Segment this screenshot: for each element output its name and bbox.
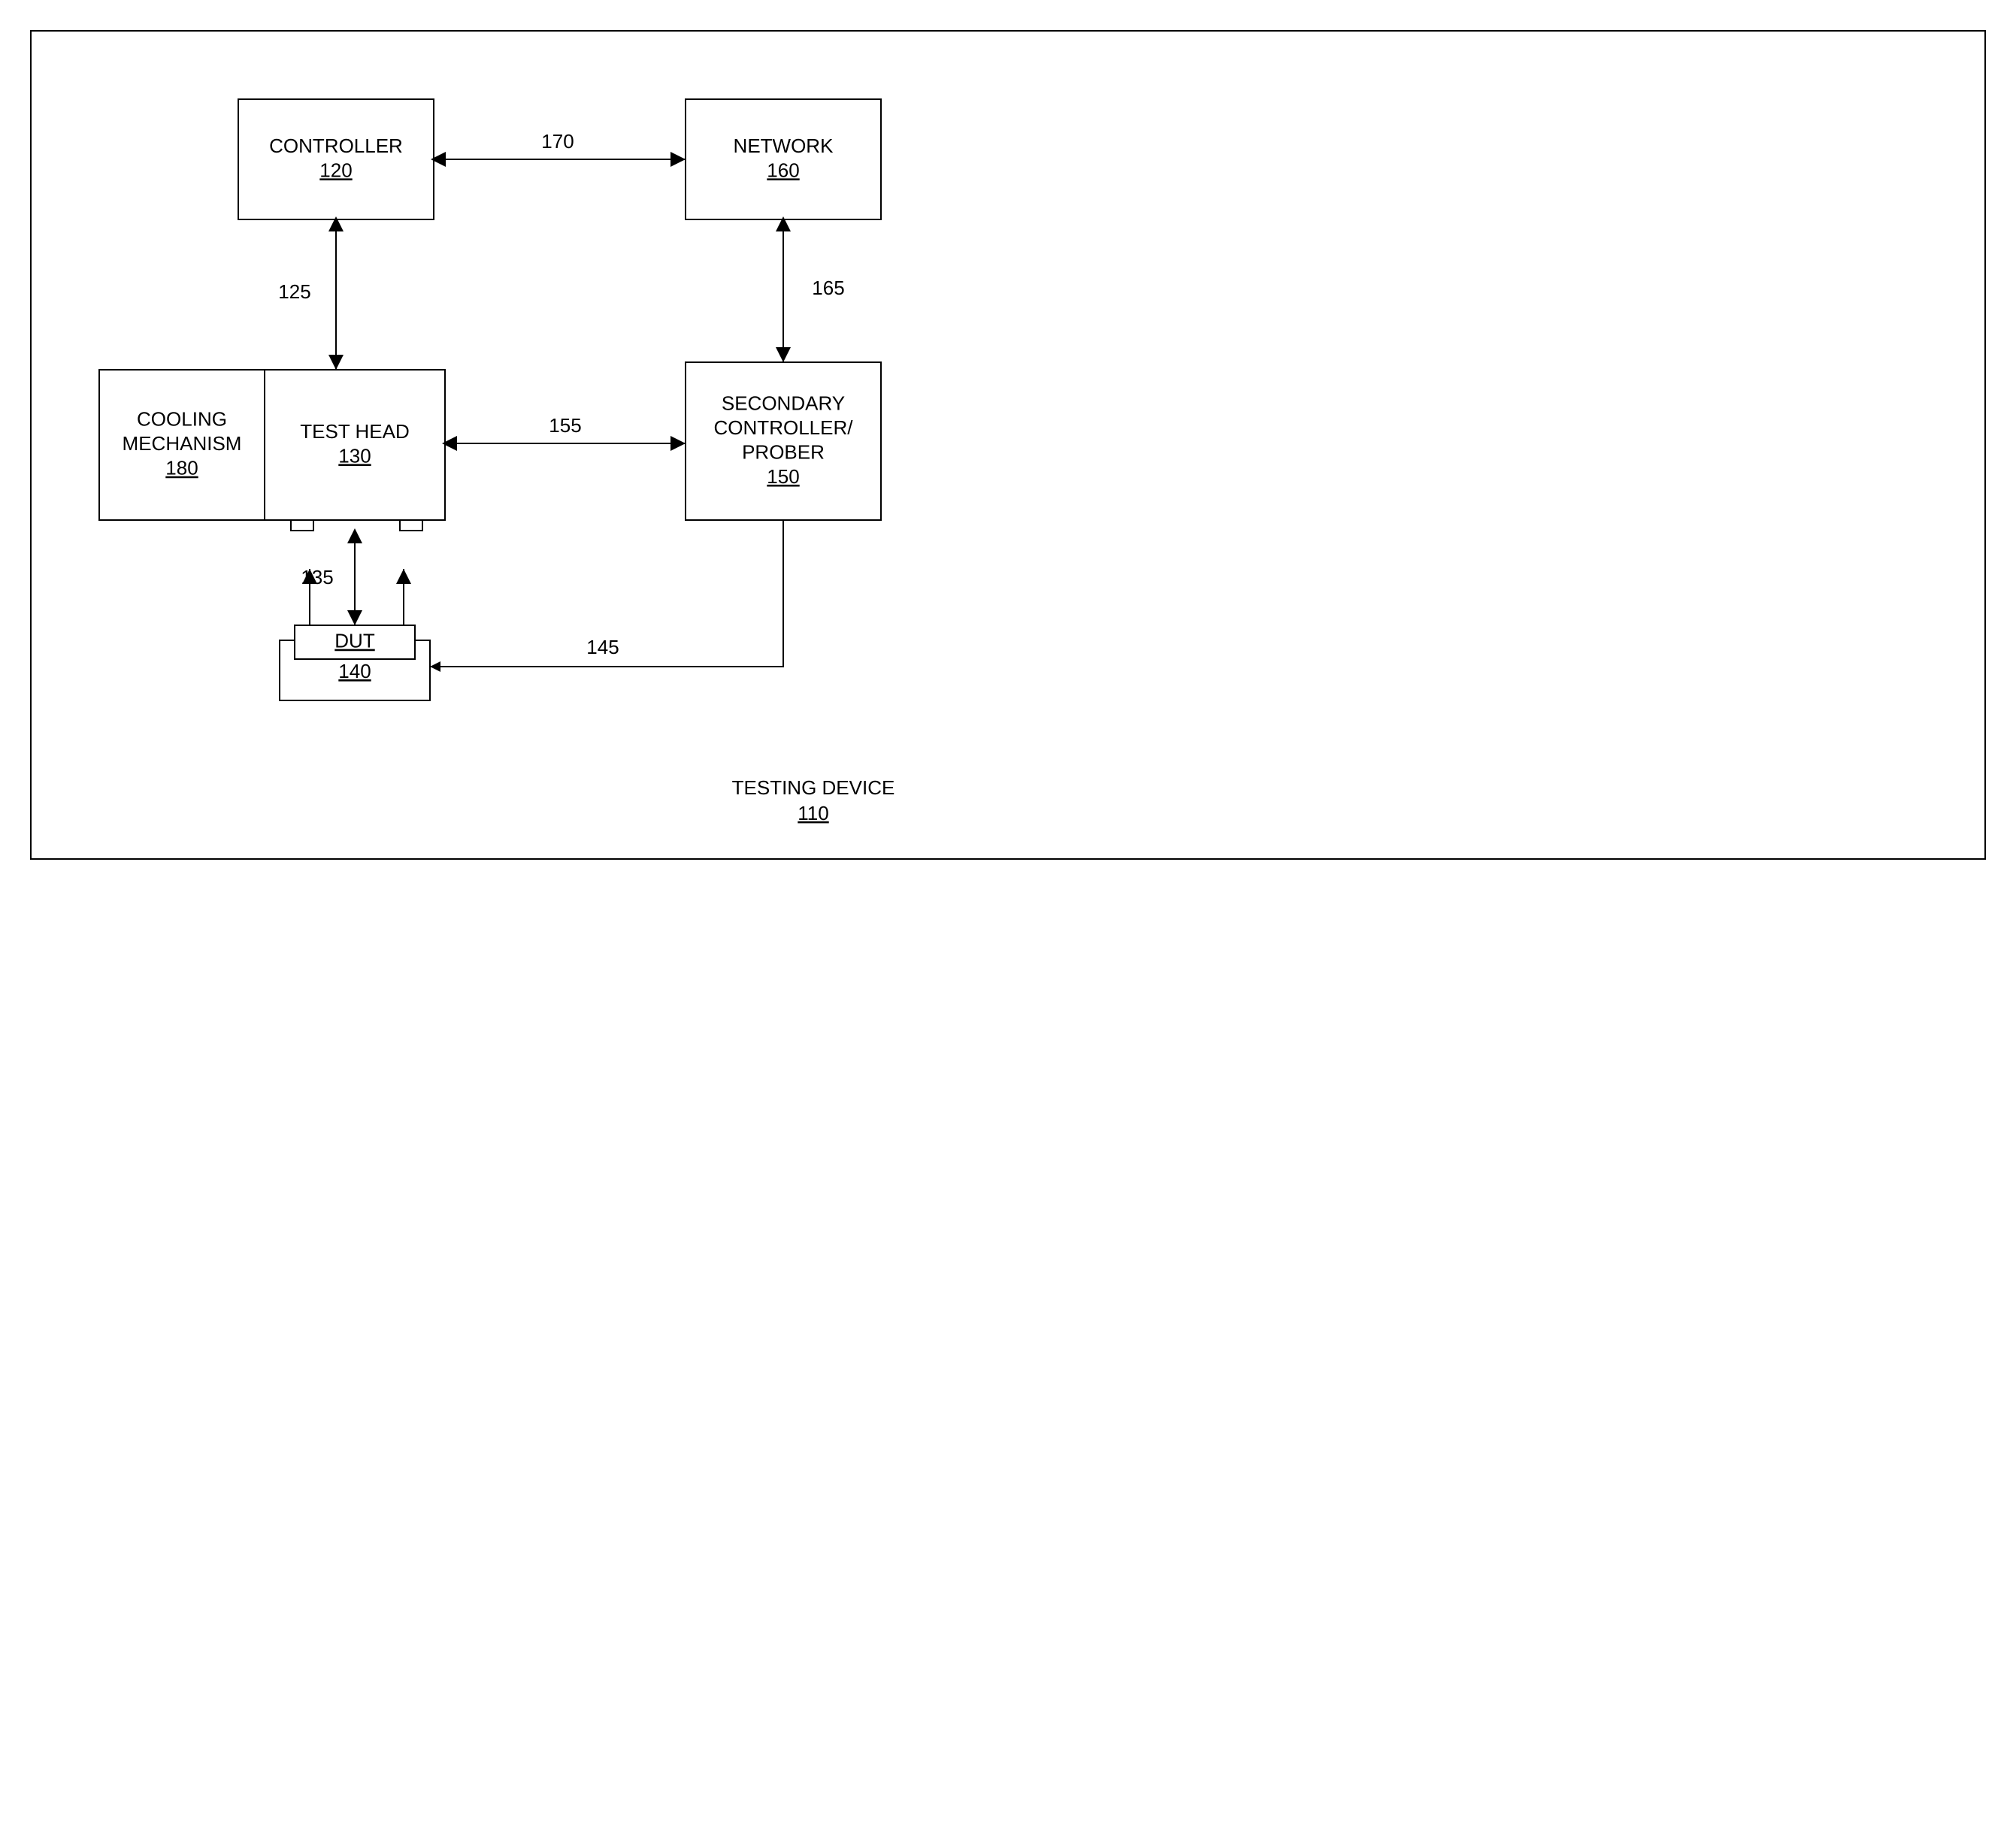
edge-145-label: 145 <box>586 636 619 658</box>
container-label-number: 110 <box>798 802 828 824</box>
dut-inner-label-0: DUT <box>334 630 375 652</box>
secondary-controller-prober-label-2: PROBER <box>742 440 825 463</box>
test-head-foot-0 <box>291 520 313 531</box>
dut-outer-label-0: 140 <box>338 660 371 682</box>
network-label-0: NETWORK <box>734 135 834 157</box>
cooling-mechanism-label-2: 180 <box>165 457 198 479</box>
controller-label-1: 120 <box>319 159 352 181</box>
edge-135-label: 135 <box>301 566 333 588</box>
secondary-controller-prober-label-3: 150 <box>767 465 799 488</box>
edge-170-label: 170 <box>541 130 574 153</box>
edge-165-label: 165 <box>812 277 844 299</box>
secondary-controller-prober-label-0: SECONDARY <box>722 392 845 414</box>
test-head-foot-1 <box>400 520 422 531</box>
secondary-controller-prober-label-1: CONTROLLER/ <box>714 416 854 439</box>
edge-155-label: 155 <box>549 414 581 437</box>
container-label-title: TESTING DEVICE <box>732 776 895 799</box>
edge-125-label: 125 <box>278 280 310 303</box>
test-head-label-1: 130 <box>338 444 371 467</box>
network-label-1: 160 <box>767 159 799 181</box>
block-diagram: 140 DUT CONTROLLER120 NETWORK160 COOLINGMECH… <box>32 32 934 858</box>
controller-label-0: CONTROLLER <box>269 135 403 157</box>
cooling-mechanism-label-0: COOLING <box>137 408 227 431</box>
diagram-container: 140 DUT CONTROLLER120 NETWORK160 COOLINGMECH… <box>30 30 1986 860</box>
edge-145-arrow <box>430 661 440 672</box>
cooling-mechanism-label-1: MECHANISM <box>123 432 242 455</box>
test-head-label-0: TEST HEAD <box>300 420 409 443</box>
